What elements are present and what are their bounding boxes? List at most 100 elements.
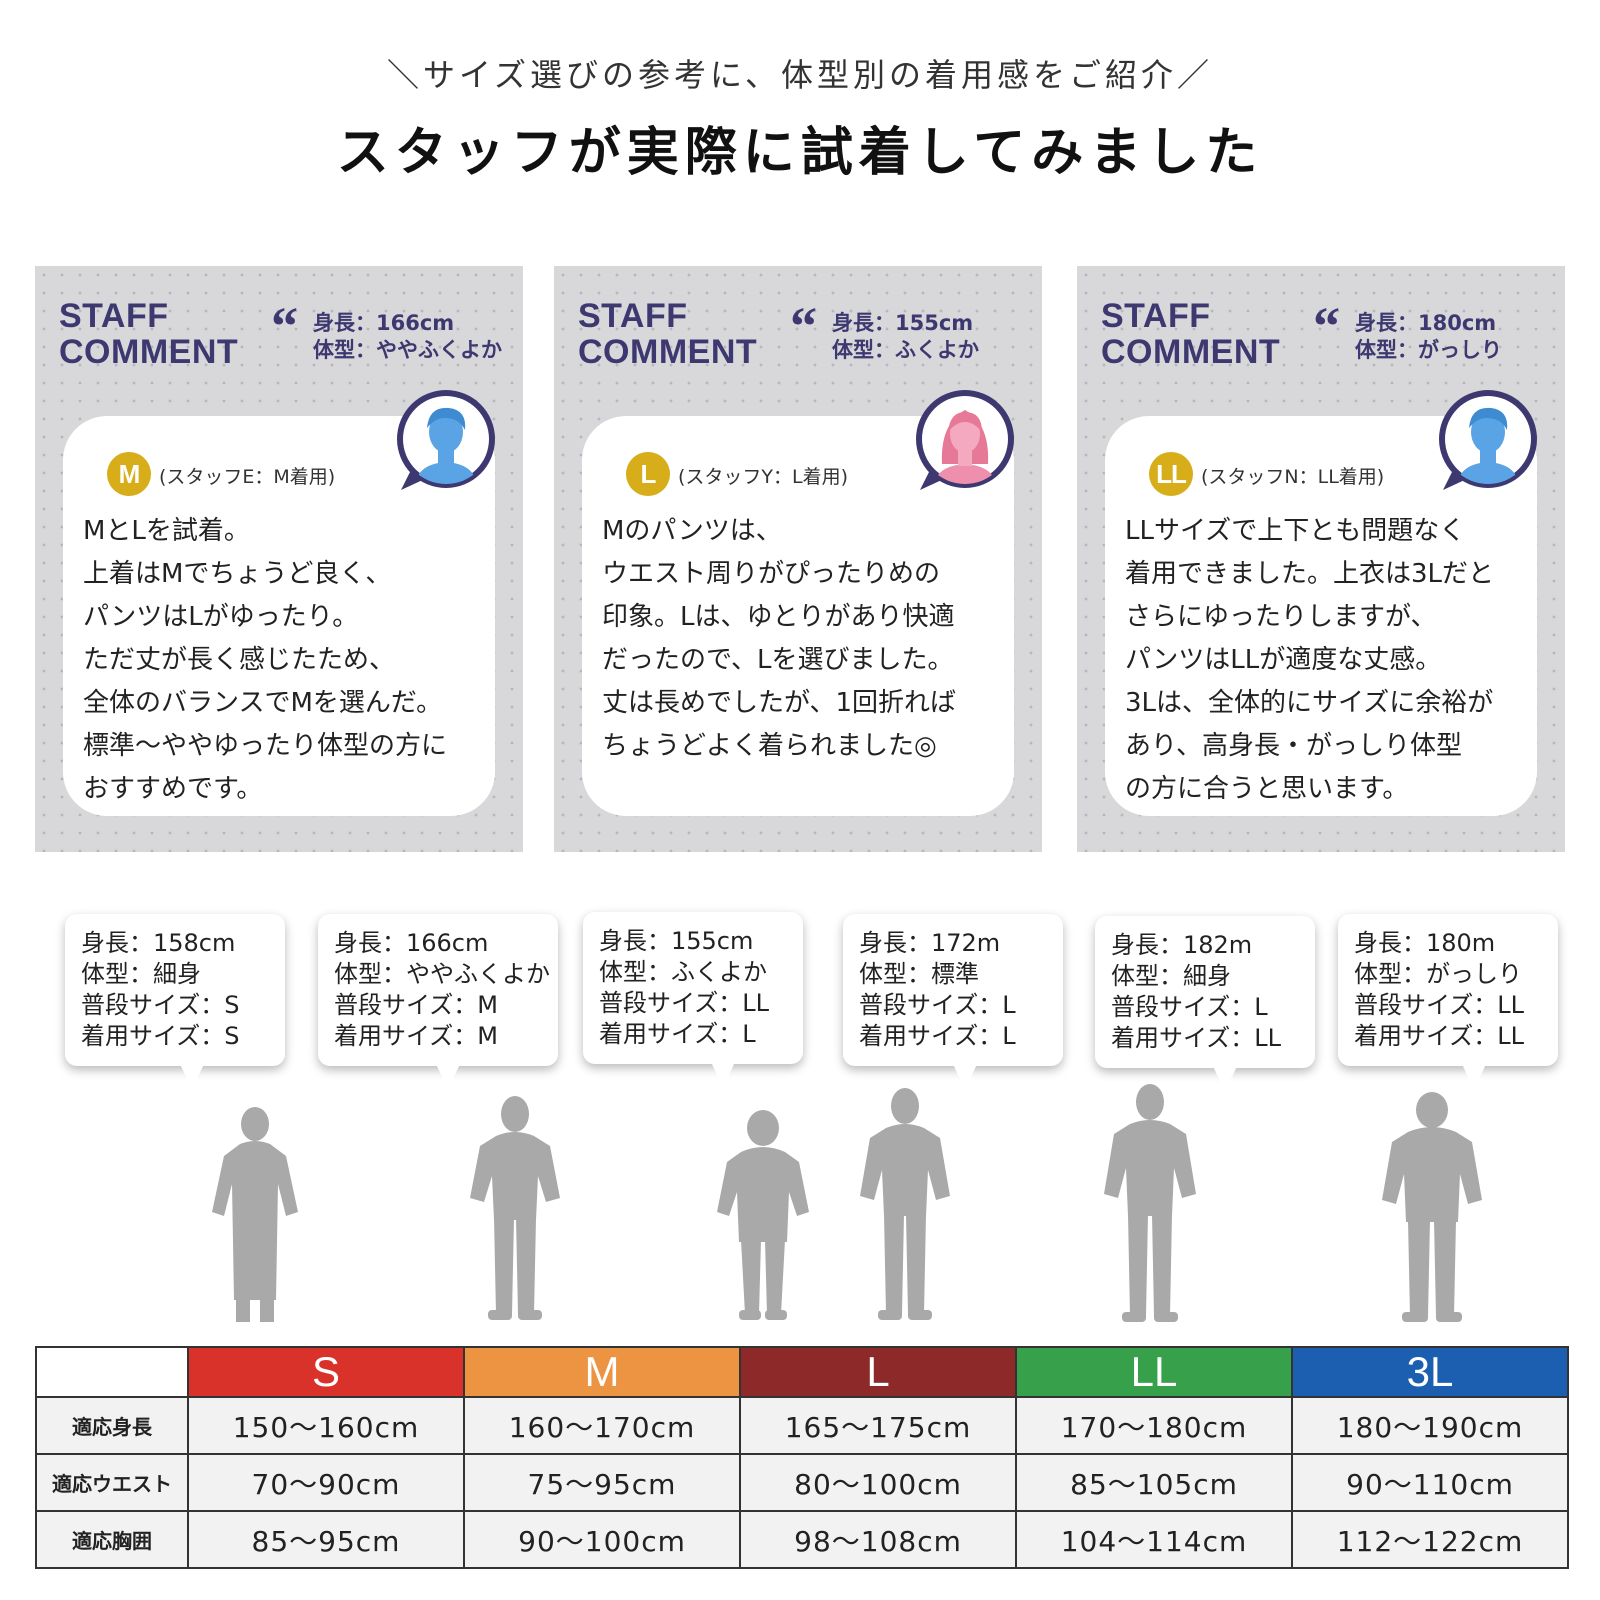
- size-header-row: S M L LL 3L: [35, 1346, 1569, 1398]
- size-header-l: L: [739, 1346, 1017, 1398]
- table-cell: 90〜100cm: [463, 1510, 741, 1569]
- person-silhouette-icon: [1382, 1092, 1482, 1322]
- staff-label: (スタッフY：L着用): [678, 466, 849, 488]
- size-badge: L: [626, 452, 670, 496]
- staff-card-3: STAFF COMMENT “ 身長：180cm 体型：がっしり LL (スタッ…: [1077, 266, 1565, 852]
- model-callout-6: 身長：180m 体型：がっしり 普段サイズ：LL 着用サイズ：LL: [1338, 914, 1558, 1090]
- model-usual-size: 普段サイズ：L: [1111, 993, 1268, 1021]
- model-callout-1: 身長：158cm 体型：細身 普段サイズ：S 着用サイズ：S: [65, 914, 285, 1090]
- model-height: 身長：182m: [1111, 931, 1253, 959]
- staff-body-type: 体型：ふくよか: [832, 338, 979, 362]
- comment-text: MとLを試着。 上着はMでちょうど良く、 パンツはLがゆったり。 ただ丈が長く感…: [83, 516, 448, 804]
- table-cell: 85〜95cm: [187, 1510, 465, 1569]
- model-callout-4: 身長：172m 体型：標準 普段サイズ：L 着用サイズ：L: [843, 914, 1063, 1090]
- staff-comment-title: STAFF COMMENT: [578, 297, 758, 371]
- quote-icon: “: [790, 296, 817, 356]
- person-silhouette-icon: [1104, 1084, 1196, 1322]
- model-body-type: 体型：細身: [1111, 962, 1231, 990]
- staff-comment-title: STAFF COMMENT: [1101, 297, 1281, 371]
- size-badge: M: [107, 452, 151, 496]
- table-cell: 80〜100cm: [739, 1453, 1017, 1512]
- table-cell: 75〜95cm: [463, 1453, 741, 1512]
- table-row: 適応身長 150〜160cm 160〜170cm 165〜175cm 170〜1…: [35, 1396, 1569, 1455]
- table-row: 適応ウエスト 70〜90cm 75〜95cm 80〜100cm 85〜105cm…: [35, 1453, 1569, 1512]
- model-body-type: 体型：ふくよか: [599, 958, 767, 986]
- table-cell: 98〜108cm: [739, 1510, 1017, 1569]
- model-body-type: 体型：標準: [859, 960, 979, 988]
- staff-stats: 身長：155cm 体型：ふくよか: [832, 310, 979, 364]
- header-subtitle: ＼サイズ選びの参考に、体型別の着用感をご紹介／: [386, 56, 1214, 94]
- model-usual-size: 普段サイズ：M: [334, 991, 498, 1019]
- model-callout-3: 身長：155cm 体型：ふくよか 普段サイズ：LL 着用サイズ：L: [583, 912, 803, 1088]
- model-height: 身長：180m: [1354, 929, 1496, 957]
- comment-bubble: M (スタッフE：M着用) MとLを試着。 上着はMでちょうど良く、 パンツはL…: [63, 416, 495, 816]
- model-height: 身長：172m: [859, 929, 1001, 957]
- model-body-type: 体型：細身: [81, 960, 201, 988]
- size-header-s: S: [187, 1346, 465, 1398]
- table-cell: 160〜170cm: [463, 1396, 741, 1455]
- table-cell: 165〜175cm: [739, 1396, 1017, 1455]
- model-worn-size: 着用サイズ：L: [859, 1022, 1016, 1050]
- staff-card-2: STAFF COMMENT “ 身長：155cm 体型：ふくよか L (スタッフ…: [554, 266, 1042, 852]
- comment-bubble: LL (スタッフN：LL着用) LLサイズで上下とも問題なく 着用できました。上…: [1105, 416, 1537, 816]
- person-silhouette-icon: [860, 1088, 950, 1320]
- model-usual-size: 普段サイズ：L: [859, 991, 1016, 1019]
- size-header-3l: 3L: [1291, 1346, 1569, 1398]
- female-avatar-icon: [916, 390, 1014, 490]
- model-height: 身長：166cm: [334, 929, 489, 957]
- row-label: 適応身長: [35, 1396, 189, 1455]
- model-height: 身長：155cm: [599, 927, 754, 955]
- size-badge: LL: [1149, 452, 1193, 496]
- staff-height: 身長：180cm: [1355, 311, 1497, 335]
- person-silhouette-icon: [212, 1107, 298, 1322]
- size-header-ll: LL: [1015, 1346, 1293, 1398]
- table-cell: 85〜105cm: [1015, 1453, 1293, 1512]
- person-silhouette-icon: [470, 1096, 560, 1320]
- model-body-type: 体型：がっしり: [1354, 960, 1522, 988]
- person-silhouette-icon: [717, 1110, 809, 1320]
- table-cell: 112〜122cm: [1291, 1510, 1569, 1569]
- size-header-m: M: [463, 1346, 741, 1398]
- staff-comment-title: STAFF COMMENT: [59, 297, 239, 371]
- staff-stats: 身長：166cm 体型：ややふくよか: [313, 310, 502, 364]
- staff-height: 身長：155cm: [832, 311, 974, 335]
- model-callout-2: 身長：166cm 体型：ややふくよか 普段サイズ：M 着用サイズ：M: [318, 914, 558, 1090]
- model-worn-size: 着用サイズ：L: [599, 1020, 756, 1048]
- comment-bubble: L (スタッフY：L着用) Mのパンツは、 ウエスト周りがぴったりめの 印象。L…: [582, 416, 1014, 816]
- table-corner: [35, 1346, 189, 1398]
- table-cell: 170〜180cm: [1015, 1396, 1293, 1455]
- male-avatar-icon: [1439, 390, 1537, 490]
- table-cell: 70〜90cm: [187, 1453, 465, 1512]
- table-cell: 180〜190cm: [1291, 1396, 1569, 1455]
- model-usual-size: 普段サイズ：S: [81, 991, 240, 1019]
- table-cell: 90〜110cm: [1291, 1453, 1569, 1512]
- quote-icon: “: [1313, 296, 1340, 356]
- model-height: 身長：158cm: [81, 929, 236, 957]
- table-cell: 104〜114cm: [1015, 1510, 1293, 1569]
- page-title: スタッフが実際に試着してみました: [336, 123, 1264, 183]
- staff-card-1: STAFF COMMENT “ 身長：166cm 体型：ややふくよか M (スタ…: [35, 266, 523, 852]
- row-label: 適応ウエスト: [35, 1453, 189, 1512]
- model-worn-size: 着用サイズ：LL: [1111, 1024, 1282, 1052]
- staff-label: (スタッフE：M着用): [159, 466, 336, 488]
- model-worn-size: 着用サイズ：S: [81, 1022, 240, 1050]
- model-body-type: 体型：ややふくよか: [334, 960, 550, 988]
- staff-body-type: 体型：がっしり: [1355, 338, 1502, 362]
- model-usual-size: 普段サイズ：LL: [1354, 991, 1525, 1019]
- row-label: 適応胸囲: [35, 1510, 189, 1569]
- staff-body-type: 体型：ややふくよか: [313, 338, 502, 362]
- model-usual-size: 普段サイズ：LL: [599, 989, 770, 1017]
- model-worn-size: 着用サイズ：LL: [1354, 1022, 1525, 1050]
- model-callout-5: 身長：182m 体型：細身 普段サイズ：L 着用サイズ：LL: [1095, 916, 1315, 1092]
- model-worn-size: 着用サイズ：M: [334, 1022, 498, 1050]
- comment-text: Mのパンツは、 ウエスト周りがぴったりめの 印象。Lは、ゆとりがあり快適 だった…: [602, 516, 957, 761]
- staff-height: 身長：166cm: [313, 311, 455, 335]
- male-avatar-icon: [397, 390, 495, 490]
- staff-stats: 身長：180cm 体型：がっしり: [1355, 310, 1502, 364]
- comment-text: LLサイズで上下とも問題なく 着用できました。上衣は3Lだと さらにゆったりしま…: [1125, 516, 1495, 804]
- staff-label: (スタッフN：LL着用): [1201, 466, 1385, 488]
- size-table: S M L LL 3L 適応身長 150〜160cm 160〜170cm 165…: [35, 1346, 1569, 1569]
- quote-icon: “: [271, 296, 298, 356]
- table-cell: 150〜160cm: [187, 1396, 465, 1455]
- table-row: 適応胸囲 85〜95cm 90〜100cm 98〜108cm 104〜114cm…: [35, 1510, 1569, 1569]
